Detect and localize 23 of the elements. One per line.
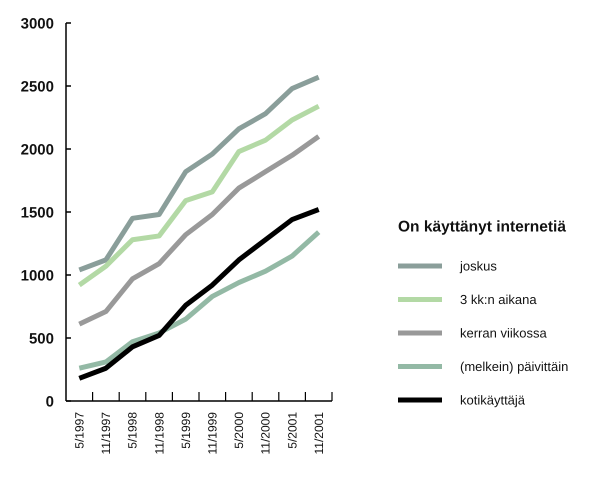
y-tick-label: 0 bbox=[46, 393, 54, 410]
x-tick-label: 11/1997 bbox=[99, 412, 114, 454]
x-tick-label: 11/2000 bbox=[258, 412, 273, 454]
y-tick-label: 1500 bbox=[20, 204, 54, 222]
legend-label: 3 kk:n aikana bbox=[460, 292, 538, 308]
x-tick-label: 5/2001 bbox=[285, 412, 300, 449]
x-tick-label: 5/1999 bbox=[178, 412, 193, 449]
x-tick-label: 11/1999 bbox=[206, 412, 220, 454]
x-tick-label: 11/1998 bbox=[152, 412, 166, 454]
legend-label: joskus bbox=[459, 258, 498, 274]
legend-label: kotikäyttäjä bbox=[460, 392, 526, 408]
x-tick-label: 11/2001 bbox=[312, 412, 326, 454]
y-tick-label: 2000 bbox=[20, 141, 54, 158]
x-tick-label: 5/1998 bbox=[126, 412, 140, 449]
legend-title: On käyttänyt internetiä bbox=[398, 218, 566, 236]
x-tick-label: 5/2000 bbox=[232, 412, 246, 449]
y-tick-label: 3000 bbox=[20, 15, 54, 32]
y-tick-label: 500 bbox=[28, 330, 54, 348]
x-tick-label: 5/1997 bbox=[72, 412, 86, 449]
legend-label: (melkein) päivittäin bbox=[460, 359, 568, 374]
legend-label: kerran viikossa bbox=[460, 326, 548, 341]
y-tick-label: 2500 bbox=[20, 78, 54, 96]
y-tick-label: 1000 bbox=[20, 267, 54, 284]
